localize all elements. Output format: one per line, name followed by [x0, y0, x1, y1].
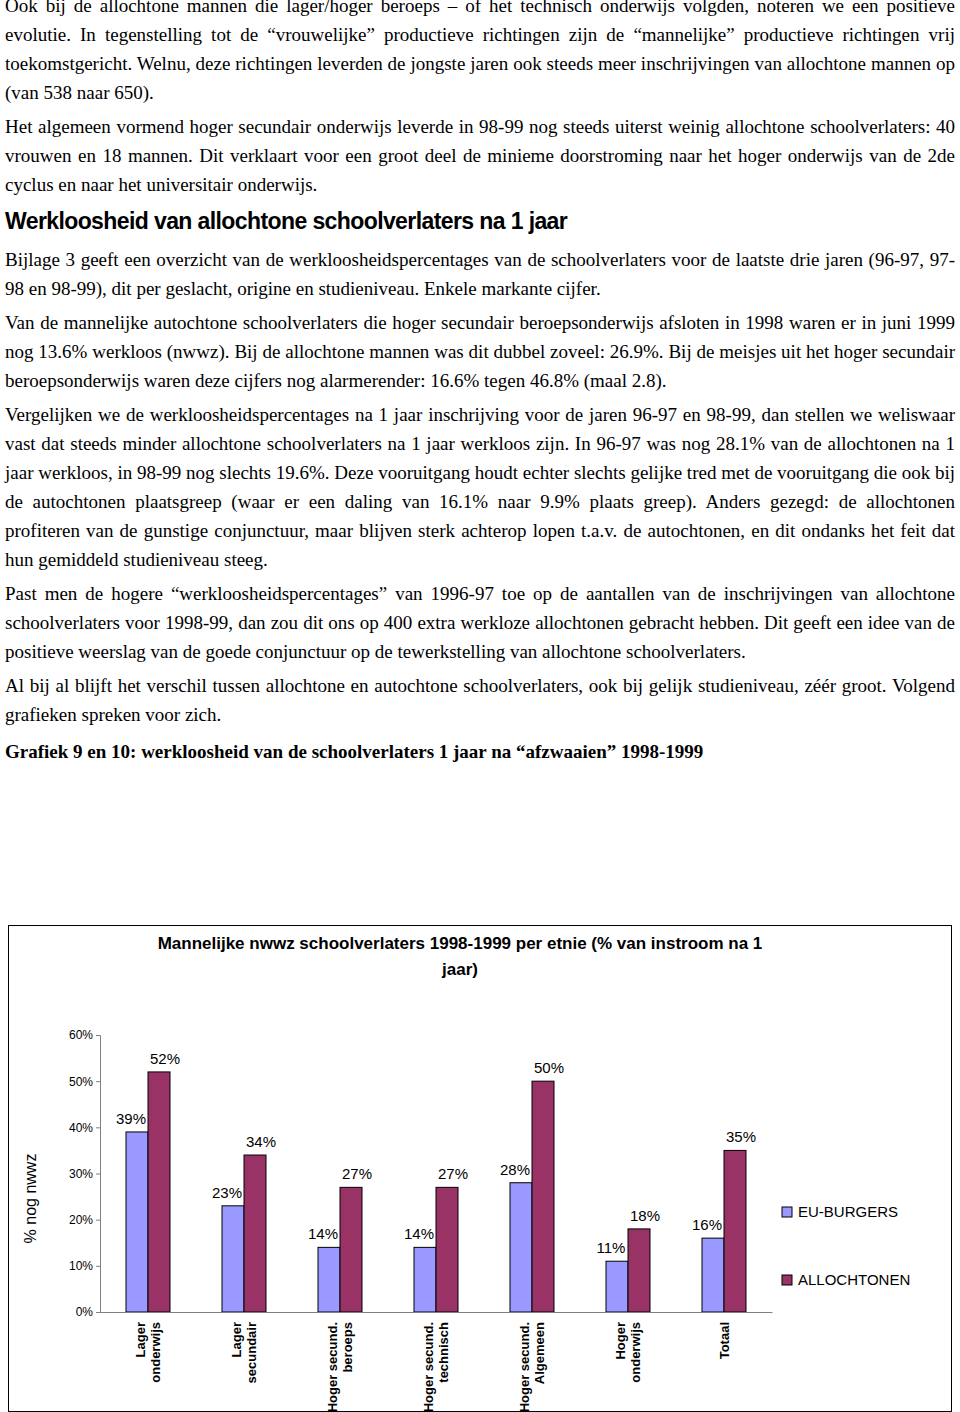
bar [414, 1247, 436, 1312]
y-tick-label: 10% [69, 1259, 93, 1273]
y-tick: 10% [69, 1259, 100, 1273]
legend-swatch [782, 1275, 792, 1285]
page: Ook bij de allochtone mannen die lager/h… [5, 0, 955, 771]
x-tick: Hoger secund.Algemeen [517, 1322, 546, 1412]
x-tick-label: Lagersecundair [229, 1322, 258, 1383]
x-tick-label: Hoger secund.Algemeen [517, 1322, 546, 1412]
bar [436, 1187, 458, 1312]
paragraph: Het algemeen vormend hoger secundair ond… [5, 112, 955, 199]
chart-container: Mannelijke nwwz schoolverlaters 1998-199… [8, 925, 952, 1412]
x-tick: Lagersecundair [229, 1322, 258, 1383]
data-label: 52% [150, 1050, 180, 1067]
y-tick: 40% [69, 1121, 100, 1135]
data-label: 18% [630, 1207, 660, 1224]
bars [126, 1072, 746, 1312]
bar [702, 1238, 724, 1312]
bar [532, 1081, 554, 1312]
data-label: 16% [692, 1216, 722, 1233]
paragraph: Vergelijken we de werkloosheidspercentag… [5, 400, 955, 574]
bar [628, 1229, 650, 1312]
y-tick: 60% [69, 1028, 100, 1042]
x-tick: Lageronderwijs [133, 1322, 162, 1383]
chart-frame [9, 926, 952, 1412]
y-tick-mark [96, 1035, 100, 1036]
data-label: 14% [404, 1225, 434, 1242]
caption: Grafiek 9 en 10: werkloosheid van de sch… [5, 737, 955, 766]
y-tick-label: 0% [76, 1305, 94, 1319]
x-tick-label: Hoger secund.beroeps [325, 1322, 354, 1412]
y-tick-label: 30% [69, 1167, 93, 1181]
legend: EU-BURGERS ALLOCHTONEN [782, 1203, 910, 1288]
y-tick: 30% [69, 1167, 100, 1181]
bar [318, 1247, 340, 1312]
y-tick-mark [96, 1081, 100, 1082]
y-tick: 20% [69, 1213, 100, 1227]
data-label: 14% [308, 1225, 338, 1242]
y-tick-label: 20% [69, 1213, 93, 1227]
x-axis-line [101, 1312, 773, 1313]
legend-entry: ALLOCHTONEN [782, 1271, 910, 1288]
paragraph: Bijlage 3 geeft een overzicht van de wer… [5, 245, 955, 303]
legend-label: EU-BURGERS [798, 1203, 898, 1220]
y-tick-label: 40% [69, 1121, 93, 1135]
x-tick: Totaal [717, 1322, 732, 1359]
bar [244, 1155, 266, 1312]
legend-label: ALLOCHTONEN [798, 1271, 910, 1288]
x-tick-label: Totaal [717, 1322, 732, 1359]
data-labels: 39% 23% 14% 14% 28% 11% 16% 52% 34% 27% 27% 50% 18% 3… [116, 1050, 756, 1256]
x-tick-label: Hogeronderwijs [613, 1322, 642, 1383]
data-label: 23% [212, 1184, 242, 1201]
data-label: 11% [597, 1239, 626, 1256]
paragraph: Van de mannelijke autochtone schoolverla… [5, 308, 955, 395]
y-tick-label: 50% [69, 1075, 93, 1089]
x-tick: Hoger secund.beroeps [325, 1322, 354, 1412]
paragraph: Ook bij de allochtone mannen die lager/h… [5, 0, 955, 107]
bar [724, 1150, 746, 1312]
x-tick: Hogeronderwijs [613, 1322, 642, 1383]
x-tick: Hoger secund.technisch [421, 1322, 450, 1412]
y-tick-mark [96, 1312, 100, 1313]
data-label: 27% [438, 1165, 468, 1182]
heading: Werkloosheid van allochtone schoolverlat… [5, 205, 955, 237]
y-tick: 50% [69, 1075, 100, 1089]
chart-title: Mannelijke nwwz schoolverlaters 1998-199… [158, 934, 763, 979]
data-label: 27% [342, 1165, 372, 1182]
y-axis: 0% 10% 20% 30% 40% 50% 60% [69, 1028, 101, 1319]
legend-swatch [782, 1207, 792, 1217]
data-label: 35% [726, 1128, 756, 1145]
x-axis: Lageronderwijs Lagersecundair Hoger secund… [101, 1313, 773, 1412]
x-tick-label: Hoger secund.technisch [421, 1322, 450, 1412]
data-label: 50% [534, 1059, 564, 1076]
data-label: 34% [246, 1133, 276, 1150]
y-tick-label: 60% [69, 1028, 93, 1042]
y-tick-mark [96, 1174, 100, 1175]
paragraph: Al bij al blijft het verschil tussen all… [5, 671, 955, 729]
chart-svg: Mannelijke nwwz schoolverlaters 1998-199… [8, 925, 952, 1412]
y-tick: 0% [76, 1305, 100, 1319]
bar [126, 1132, 148, 1312]
y-tick-mark [96, 1127, 100, 1128]
legend-entry: EU-BURGERS [782, 1203, 898, 1220]
y-axis-line [96, 1036, 101, 1313]
bar [148, 1072, 170, 1312]
y-axis-title: % nog nwwz [22, 1154, 39, 1244]
bar [606, 1261, 628, 1312]
bar [340, 1187, 362, 1312]
data-label: 28% [500, 1161, 530, 1178]
x-tick-label: Lageronderwijs [133, 1322, 162, 1383]
bar [510, 1183, 532, 1312]
y-tick-mark [96, 1220, 100, 1221]
paragraph: Past men de hogere “werkloosheidspercent… [5, 579, 955, 666]
bar [222, 1206, 244, 1312]
y-tick-mark [96, 1266, 100, 1267]
data-label: 39% [116, 1110, 146, 1127]
